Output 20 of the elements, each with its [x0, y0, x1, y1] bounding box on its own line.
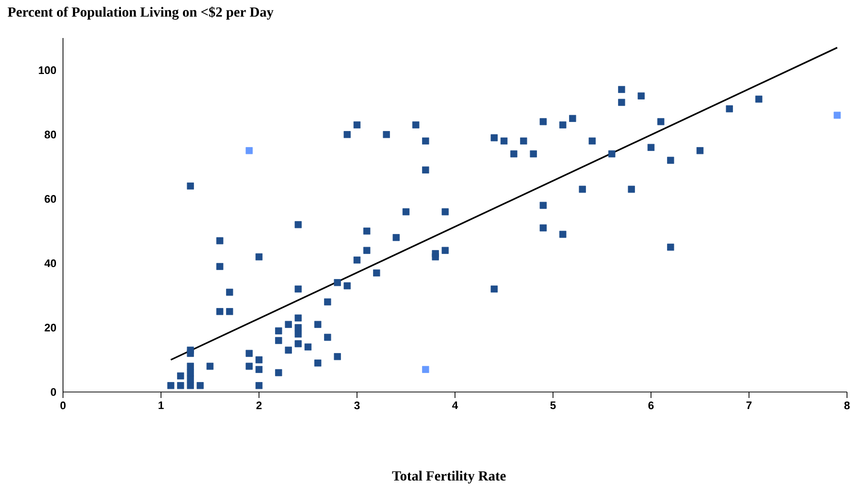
y-tick-label: 20: [44, 324, 56, 332]
x-tick-label: 6: [648, 402, 654, 410]
chart-title: Percent of Population Living on <$2 per Day: [8, 6, 274, 20]
x-tick-label: 7: [746, 402, 752, 410]
y-tick-label: 0: [50, 388, 56, 396]
x-tick-label: 1: [158, 402, 164, 410]
x-tick-label: 5: [550, 402, 556, 410]
x-tick-label: 8: [844, 402, 850, 410]
x-tick-label: 2: [256, 402, 262, 410]
x-tick-label: 0: [60, 402, 66, 410]
x-axis-title: Total Fertility Rate: [392, 470, 506, 484]
x-tick-label: 4: [452, 402, 458, 410]
y-tick-label: 60: [44, 195, 56, 203]
y-tick-label: 80: [44, 130, 56, 138]
point: [422, 366, 430, 373]
point: [834, 112, 841, 119]
y-tick-label: 40: [44, 259, 56, 268]
x-tick-label: 3: [354, 402, 360, 410]
point: [246, 147, 253, 154]
y-tick-label: 100: [38, 66, 56, 74]
